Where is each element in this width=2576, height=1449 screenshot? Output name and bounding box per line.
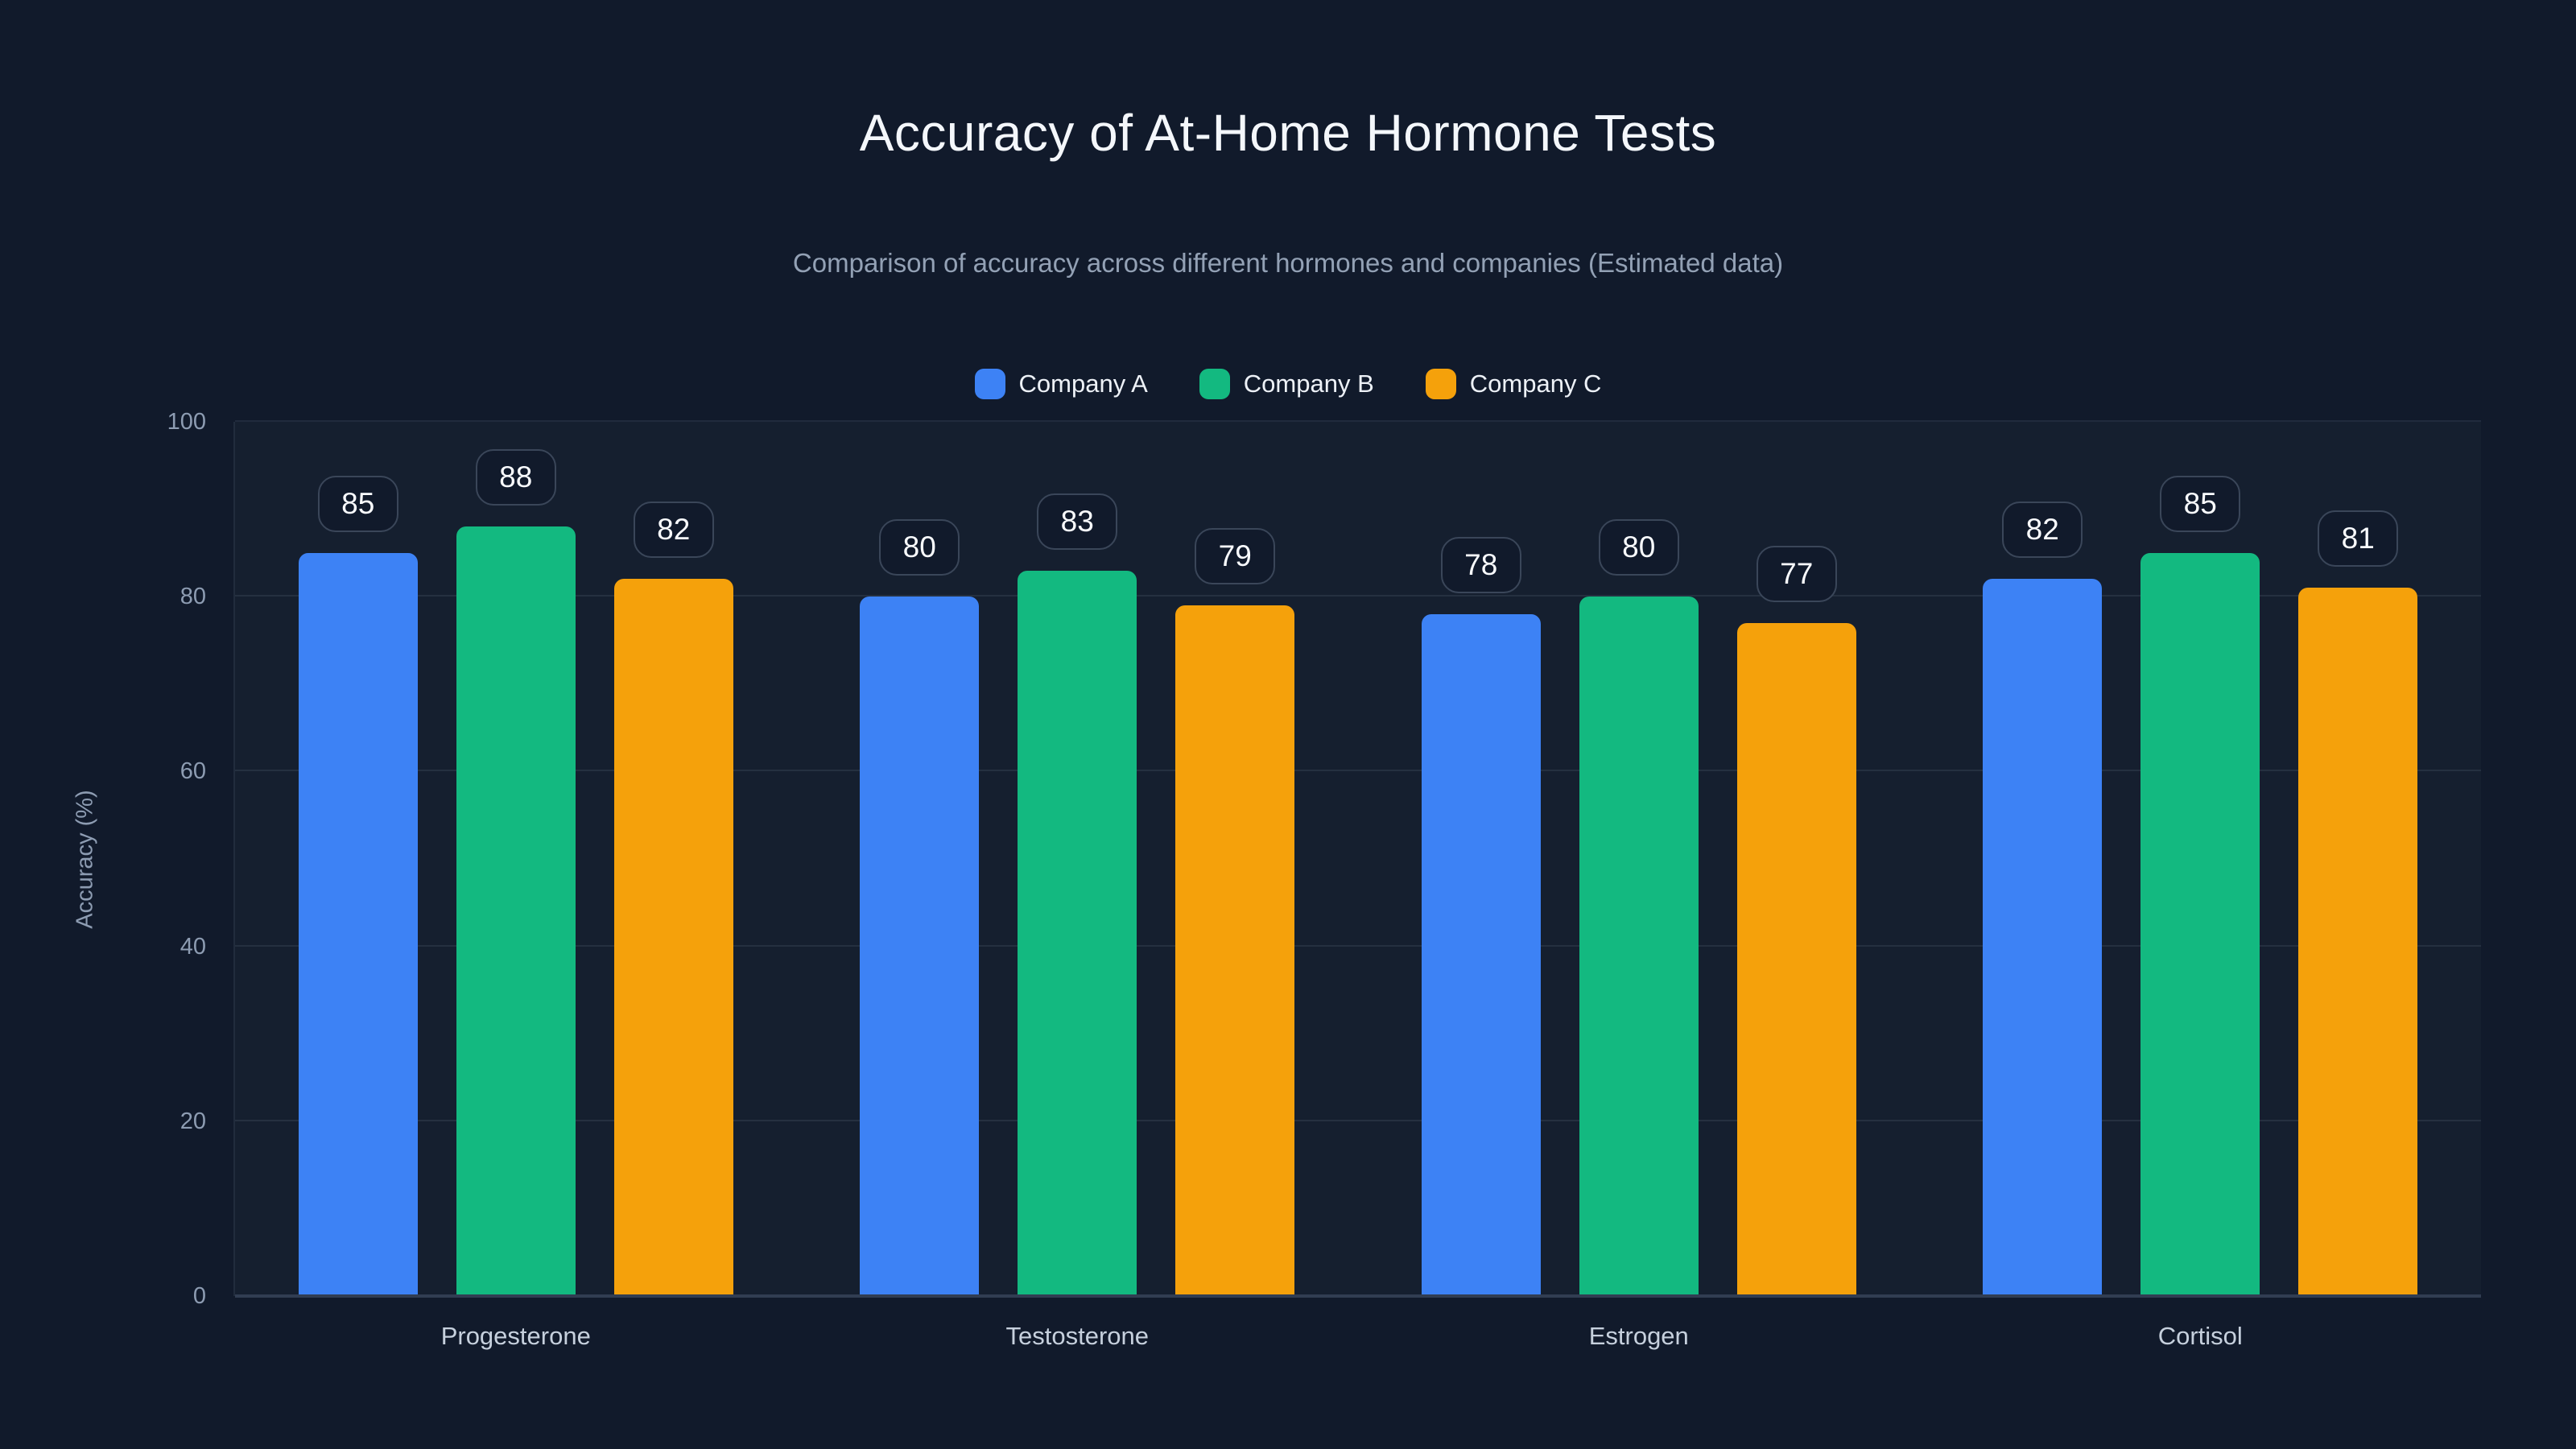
bar-groups: 85 88 82 80 83 79 78 80 77 82 85 81	[235, 422, 2481, 1296]
legend-item-company-c[interactable]: Company C	[1425, 369, 1602, 399]
bar-progesterone-company-a[interactable]: 85	[298, 475, 418, 1296]
y-axis-title: Accuracy (%)	[72, 789, 98, 929]
category-label-estrogen: Estrogen	[1588, 1322, 1689, 1350]
value-badge: 82	[2002, 502, 2083, 559]
bar-cortisol-company-c[interactable]: 81	[2298, 510, 2418, 1296]
bar-progesterone-company-c[interactable]: 82	[613, 502, 733, 1296]
plot-area: Accuracy (%) 0 20 40 60 80 100 85 88 82 80 83 79 78…	[72, 409, 2481, 1350]
legend-swatch-icon	[974, 369, 1005, 399]
y-tick-label-20: 20	[180, 1108, 206, 1134]
category-label-progesterone: Progesterone	[440, 1322, 591, 1350]
legend-label: Company A	[1018, 369, 1148, 398]
value-badge: 78	[1440, 536, 1521, 593]
gridline-20	[235, 1119, 2481, 1121]
gridline-80	[235, 595, 2481, 597]
legend-label: Company B	[1243, 369, 1374, 398]
y-axis-title-container: Accuracy (%)	[68, 422, 103, 1296]
bar-progesterone-company-b[interactable]: 88	[456, 449, 576, 1296]
value-badge: 80	[1598, 519, 1679, 576]
value-badge: 88	[475, 449, 556, 506]
gridline-100	[235, 420, 2481, 422]
bar-group-estrogen: 78 80 77	[1421, 422, 1856, 1296]
legend-item-company-a[interactable]: Company A	[974, 369, 1148, 399]
gridline-40	[235, 944, 2481, 947]
legend-item-company-b[interactable]: Company B	[1199, 369, 1374, 399]
legend-swatch-icon	[1199, 369, 1230, 399]
value-badge: 81	[2318, 510, 2399, 568]
bar-estrogen-company-b[interactable]: 80	[1579, 519, 1699, 1296]
category-label-cortisol: Cortisol	[2157, 1322, 2243, 1350]
y-tick-label-40: 40	[180, 933, 206, 960]
value-badge: 77	[1756, 545, 1837, 602]
legend-swatch-icon	[1425, 369, 1456, 399]
bar-cortisol-company-a[interactable]: 82	[1983, 502, 2103, 1296]
chart-title: Accuracy of At-Home Hormone Tests	[859, 104, 1717, 162]
y-tick-label-0: 0	[192, 1283, 206, 1309]
value-badge: 85	[317, 475, 398, 532]
bar-estrogen-company-c[interactable]: 77	[1736, 545, 1856, 1296]
y-tick-label-100: 100	[167, 409, 206, 435]
x-axis-line	[235, 1294, 2481, 1298]
value-badge: 80	[879, 519, 960, 576]
bar-testosterone-company-c[interactable]: 79	[1175, 528, 1295, 1296]
y-tick-label-80: 80	[180, 584, 206, 610]
bar-group-cortisol: 82 85 81	[1983, 422, 2418, 1296]
y-tick-label-60: 60	[180, 758, 206, 785]
bar-cortisol-company-b[interactable]: 85	[2140, 475, 2260, 1296]
value-badge: 82	[633, 502, 714, 559]
bar-testosterone-company-a[interactable]: 80	[860, 519, 980, 1296]
legend-label: Company C	[1469, 369, 1602, 398]
category-label-testosterone: Testosterone	[1005, 1322, 1150, 1350]
chart-subtitle: Comparison of accuracy across different …	[792, 248, 1784, 278]
value-badge: 83	[1037, 493, 1118, 550]
bar-group-progesterone: 85 88 82	[298, 422, 733, 1296]
gridline-60	[235, 770, 2481, 772]
bar-estrogen-company-a[interactable]: 78	[1421, 536, 1541, 1296]
bar-testosterone-company-b[interactable]: 83	[1018, 493, 1137, 1296]
value-badge: 85	[2160, 475, 2241, 532]
bar-group-testosterone: 80 83 79	[860, 422, 1295, 1296]
legend: Company A Company B Company C	[0, 369, 2576, 399]
value-badge: 79	[1195, 528, 1276, 585]
